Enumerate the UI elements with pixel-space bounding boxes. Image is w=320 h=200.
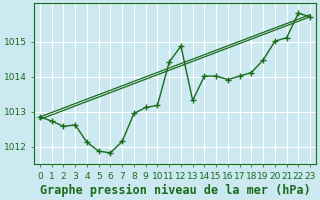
- X-axis label: Graphe pression niveau de la mer (hPa): Graphe pression niveau de la mer (hPa): [40, 183, 310, 197]
